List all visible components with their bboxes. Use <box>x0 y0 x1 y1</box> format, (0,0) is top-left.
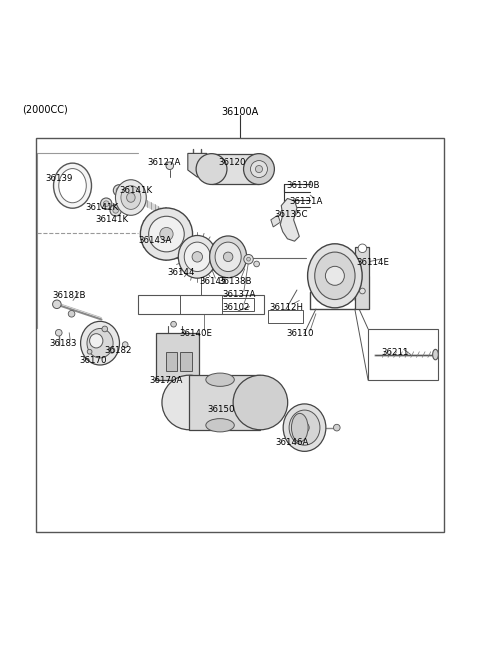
Text: 36170: 36170 <box>80 356 107 365</box>
Polygon shape <box>280 199 300 241</box>
Text: 36120: 36120 <box>219 158 246 167</box>
Ellipse shape <box>87 329 113 358</box>
Text: 36145: 36145 <box>200 277 227 286</box>
Circle shape <box>110 205 121 216</box>
Circle shape <box>122 342 128 348</box>
Ellipse shape <box>210 236 247 277</box>
Circle shape <box>334 424 340 431</box>
Ellipse shape <box>206 373 234 386</box>
Circle shape <box>56 329 62 336</box>
Bar <box>268 310 302 323</box>
Text: 36170A: 36170A <box>150 376 183 384</box>
Ellipse shape <box>215 242 241 272</box>
Bar <box>156 333 199 380</box>
Circle shape <box>113 207 119 213</box>
Circle shape <box>87 350 92 354</box>
Ellipse shape <box>179 236 216 278</box>
Circle shape <box>244 255 253 264</box>
Ellipse shape <box>300 423 309 432</box>
Ellipse shape <box>127 193 135 202</box>
Polygon shape <box>271 215 280 227</box>
Text: (2000CC): (2000CC) <box>22 105 68 115</box>
Ellipse shape <box>283 404 326 451</box>
Circle shape <box>100 198 112 209</box>
Text: 36143A: 36143A <box>138 236 171 245</box>
Bar <box>138 295 264 314</box>
Ellipse shape <box>192 252 203 262</box>
Ellipse shape <box>140 208 192 260</box>
Bar <box>355 247 369 309</box>
Text: 36135C: 36135C <box>274 210 308 218</box>
Text: 36182: 36182 <box>105 346 132 356</box>
Circle shape <box>247 257 251 261</box>
Ellipse shape <box>162 375 216 430</box>
Text: 36183: 36183 <box>49 339 77 348</box>
Text: 36141K: 36141K <box>119 186 152 195</box>
Text: 36100A: 36100A <box>221 107 259 117</box>
Ellipse shape <box>432 350 438 359</box>
Ellipse shape <box>243 154 275 184</box>
Text: 36141K: 36141K <box>86 203 119 211</box>
Bar <box>212 154 259 184</box>
Text: 36114E: 36114E <box>356 258 389 267</box>
Text: 36131A: 36131A <box>290 197 323 206</box>
Circle shape <box>68 310 75 317</box>
Ellipse shape <box>160 228 173 241</box>
Text: 36150: 36150 <box>208 405 235 414</box>
Circle shape <box>166 162 174 169</box>
Bar <box>368 329 438 380</box>
Text: 36112H: 36112H <box>269 303 303 312</box>
Circle shape <box>358 244 367 253</box>
Ellipse shape <box>54 163 92 208</box>
Ellipse shape <box>173 216 181 223</box>
Text: 36141K: 36141K <box>96 215 129 224</box>
Bar <box>189 375 261 430</box>
Ellipse shape <box>325 266 344 285</box>
Text: 36144: 36144 <box>168 268 195 277</box>
Text: 36139: 36139 <box>46 174 73 183</box>
Ellipse shape <box>184 242 210 272</box>
Circle shape <box>102 326 108 332</box>
Ellipse shape <box>81 321 120 365</box>
Ellipse shape <box>315 252 355 300</box>
Ellipse shape <box>116 180 146 215</box>
Text: 36130B: 36130B <box>287 181 320 190</box>
Circle shape <box>109 348 115 353</box>
Text: 36102: 36102 <box>222 303 250 312</box>
Ellipse shape <box>206 419 234 432</box>
Ellipse shape <box>196 154 227 184</box>
Text: 36137A: 36137A <box>222 291 255 299</box>
Circle shape <box>171 321 177 327</box>
Ellipse shape <box>255 165 263 173</box>
Ellipse shape <box>90 334 103 348</box>
Ellipse shape <box>291 413 308 442</box>
Bar <box>180 352 192 371</box>
Circle shape <box>116 188 122 194</box>
Bar <box>222 298 254 311</box>
Text: 36138B: 36138B <box>219 277 252 286</box>
Circle shape <box>103 201 109 207</box>
Polygon shape <box>188 154 207 177</box>
Text: 36181B: 36181B <box>53 291 86 300</box>
Bar <box>36 138 444 532</box>
Ellipse shape <box>223 252 233 262</box>
Ellipse shape <box>59 169 86 203</box>
Text: 36140E: 36140E <box>180 329 213 338</box>
Text: 36146A: 36146A <box>276 438 309 447</box>
Ellipse shape <box>233 375 288 430</box>
Circle shape <box>113 185 125 196</box>
Ellipse shape <box>251 161 267 178</box>
Circle shape <box>53 300 61 308</box>
Circle shape <box>254 261 260 267</box>
Ellipse shape <box>121 186 141 209</box>
Text: 36110: 36110 <box>287 329 314 338</box>
Ellipse shape <box>289 410 320 445</box>
Text: 36127A: 36127A <box>147 158 181 167</box>
Ellipse shape <box>149 216 184 252</box>
Bar <box>166 352 178 371</box>
Ellipse shape <box>308 244 362 308</box>
Text: 36211: 36211 <box>382 348 409 357</box>
Circle shape <box>360 288 365 294</box>
